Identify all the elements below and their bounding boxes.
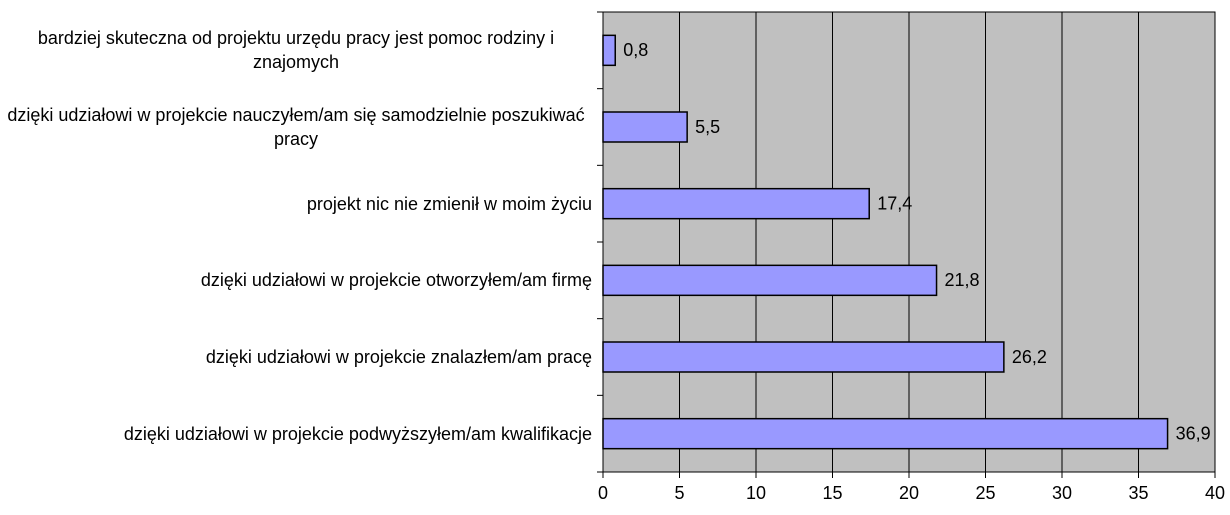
y-tick-label: bardziej skuteczna od projektu urzędu pr…	[37, 28, 555, 73]
data-label: 21,8	[945, 270, 980, 290]
category-label-box: dzięki udziałowi w projekcie nauczyłem/a…	[0, 103, 592, 151]
bar	[602, 34, 616, 67]
y-tick-label: projekt nic nie zmienił w moim życiu	[306, 193, 592, 214]
y-tick-label: dzięki udziałowi w projekcie znalazłem/a…	[205, 347, 592, 367]
x-tick-label: 5	[674, 483, 684, 503]
bar	[602, 111, 688, 143]
y-tick-label: dzięki udziałowi w projekcie otworzyłem/…	[200, 270, 592, 291]
x-tick-label: 0	[598, 483, 608, 503]
bar	[602, 417, 1169, 450]
data-label: 26,2	[1012, 347, 1047, 367]
bar	[602, 264, 938, 297]
x-tick-label: 35	[1128, 483, 1148, 503]
x-tick-label: 25	[975, 483, 995, 503]
category-label-box: bardziej skuteczna od projektu urzędu pr…	[0, 26, 592, 74]
category-label-box: dzięki udziałowi w projekcie otworzyłem/…	[0, 268, 592, 292]
x-tick-label: 15	[822, 483, 842, 503]
bar	[602, 187, 870, 220]
bar	[602, 341, 1005, 373]
x-tick-label: 20	[899, 483, 919, 503]
category-label-box: dzięki udziałowi w projekcie znalazłem/a…	[0, 345, 592, 369]
data-label: 5,5	[695, 117, 720, 137]
y-tick-label: dzięki udziałowi w projekcie nauczyłem/a…	[7, 105, 585, 149]
x-tick-label: 40	[1205, 483, 1225, 503]
data-label: 36,9	[1176, 423, 1211, 443]
category-label-box: dzięki udziałowi w projekcie podwyższyłe…	[0, 422, 592, 446]
y-tick-label: dzięki udziałowi w projekcie podwyższyłe…	[123, 423, 592, 444]
data-label: 17,4	[877, 193, 912, 213]
category-label-box: projekt nic nie zmienił w moim życiu	[0, 192, 592, 216]
x-tick-label: 30	[1052, 483, 1072, 503]
data-label: 0,8	[623, 40, 648, 60]
x-tick-label: 10	[746, 483, 766, 503]
